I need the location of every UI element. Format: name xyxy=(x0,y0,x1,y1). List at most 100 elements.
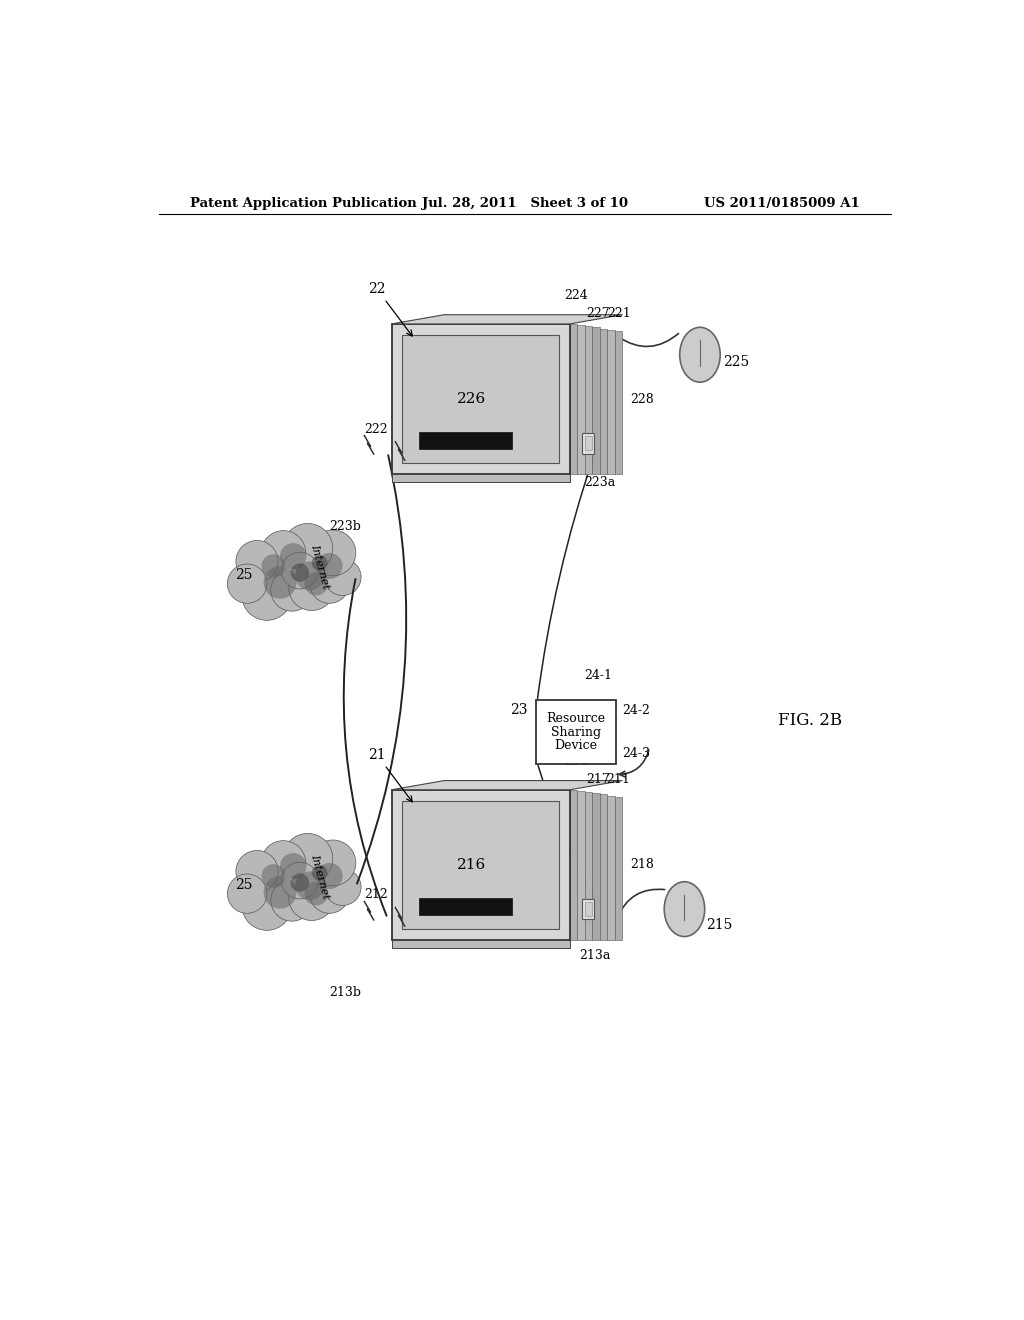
Text: 23: 23 xyxy=(510,704,527,718)
Text: 212: 212 xyxy=(364,888,388,902)
Polygon shape xyxy=(578,325,585,474)
Polygon shape xyxy=(419,432,512,449)
Circle shape xyxy=(227,874,267,913)
Text: 218: 218 xyxy=(630,858,654,871)
Polygon shape xyxy=(391,789,569,940)
Polygon shape xyxy=(419,898,512,915)
Polygon shape xyxy=(585,902,592,916)
Polygon shape xyxy=(615,331,623,474)
Polygon shape xyxy=(569,789,578,940)
Polygon shape xyxy=(585,792,592,940)
Text: 24-1: 24-1 xyxy=(584,669,611,682)
Text: 213b: 213b xyxy=(329,986,361,999)
Text: US 2011/0185009 A1: US 2011/0185009 A1 xyxy=(703,197,859,210)
Circle shape xyxy=(309,840,355,886)
Text: 217: 217 xyxy=(586,774,609,785)
Circle shape xyxy=(291,564,309,582)
Text: 228: 228 xyxy=(630,392,654,405)
Circle shape xyxy=(263,566,297,599)
Circle shape xyxy=(261,841,306,886)
Text: 24-3: 24-3 xyxy=(623,747,650,760)
Circle shape xyxy=(291,874,309,892)
Polygon shape xyxy=(583,433,594,454)
Text: 224: 224 xyxy=(564,289,588,302)
Polygon shape xyxy=(569,323,578,474)
Text: 213a: 213a xyxy=(579,949,610,962)
FancyBboxPatch shape xyxy=(536,700,616,764)
Text: Internet: Internet xyxy=(309,543,331,590)
Text: 22: 22 xyxy=(369,282,413,337)
Polygon shape xyxy=(391,314,623,323)
Polygon shape xyxy=(391,940,569,948)
Circle shape xyxy=(311,865,328,880)
Circle shape xyxy=(309,874,349,913)
Circle shape xyxy=(283,833,333,883)
Text: 25: 25 xyxy=(234,568,252,582)
Polygon shape xyxy=(585,326,592,474)
Text: Jul. 28, 2011   Sheet 3 of 10: Jul. 28, 2011 Sheet 3 of 10 xyxy=(422,197,628,210)
Polygon shape xyxy=(402,335,559,463)
Text: 216: 216 xyxy=(457,858,486,873)
Text: Patent Application Publication: Patent Application Publication xyxy=(190,197,417,210)
Polygon shape xyxy=(592,327,600,474)
Polygon shape xyxy=(615,797,623,940)
Text: 21: 21 xyxy=(369,748,413,801)
Circle shape xyxy=(236,850,279,892)
Text: 24-2: 24-2 xyxy=(623,704,650,717)
Text: 226: 226 xyxy=(457,392,486,407)
Circle shape xyxy=(261,865,286,888)
Circle shape xyxy=(304,882,328,906)
Text: Sharing: Sharing xyxy=(551,726,601,739)
Text: Resource: Resource xyxy=(547,711,605,725)
Circle shape xyxy=(282,862,318,899)
Text: 223b: 223b xyxy=(329,520,360,533)
Text: 222: 222 xyxy=(364,422,388,436)
Circle shape xyxy=(261,554,286,578)
Text: 223a: 223a xyxy=(585,475,615,488)
Circle shape xyxy=(280,853,306,879)
Circle shape xyxy=(263,876,297,908)
Polygon shape xyxy=(402,800,559,929)
Polygon shape xyxy=(391,323,569,474)
Circle shape xyxy=(227,564,267,603)
Circle shape xyxy=(236,540,279,582)
Text: FIG. 2B: FIG. 2B xyxy=(778,711,842,729)
Circle shape xyxy=(309,531,355,576)
Circle shape xyxy=(325,558,361,595)
Circle shape xyxy=(295,871,325,900)
Circle shape xyxy=(295,561,325,590)
Polygon shape xyxy=(585,436,592,450)
Polygon shape xyxy=(578,791,585,940)
Circle shape xyxy=(242,880,292,931)
Polygon shape xyxy=(607,330,615,474)
Polygon shape xyxy=(391,780,623,789)
Circle shape xyxy=(309,564,349,603)
Text: Device: Device xyxy=(554,739,597,752)
Circle shape xyxy=(289,565,335,611)
Circle shape xyxy=(289,875,335,920)
Circle shape xyxy=(270,569,313,611)
Polygon shape xyxy=(583,899,594,920)
Text: 25: 25 xyxy=(234,878,252,891)
Polygon shape xyxy=(600,795,607,940)
Polygon shape xyxy=(600,329,607,474)
Ellipse shape xyxy=(680,327,720,383)
Ellipse shape xyxy=(665,882,705,937)
Circle shape xyxy=(242,570,292,620)
Text: 24-1: 24-1 xyxy=(573,739,602,752)
Polygon shape xyxy=(607,796,615,940)
Circle shape xyxy=(283,524,333,573)
Text: Internet: Internet xyxy=(309,853,331,900)
Text: 215: 215 xyxy=(707,917,732,932)
Text: 225: 225 xyxy=(723,355,750,370)
Circle shape xyxy=(316,553,343,579)
Polygon shape xyxy=(592,793,600,940)
Circle shape xyxy=(270,879,313,921)
Text: 227: 227 xyxy=(586,308,609,321)
Polygon shape xyxy=(391,474,569,482)
Circle shape xyxy=(261,531,306,576)
Circle shape xyxy=(304,572,328,595)
Circle shape xyxy=(325,869,361,906)
Circle shape xyxy=(280,543,306,569)
Circle shape xyxy=(311,554,328,570)
